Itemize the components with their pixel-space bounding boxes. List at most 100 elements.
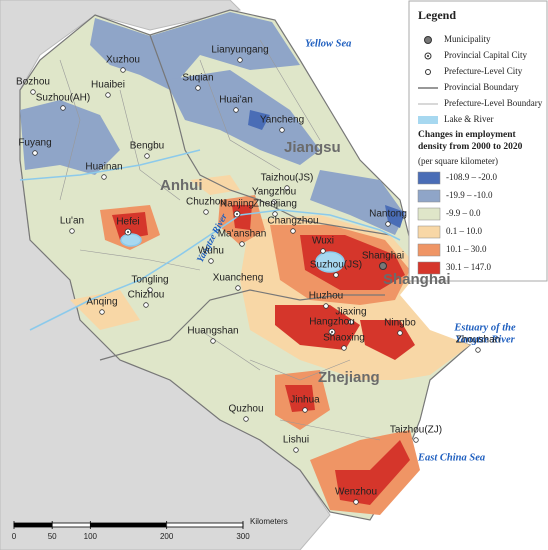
province-label: Shanghai — [383, 271, 451, 288]
city-marker — [272, 211, 278, 217]
city-marker — [279, 127, 285, 133]
city-marker — [195, 85, 201, 91]
city-marker — [60, 105, 66, 111]
scale-label: 0 — [12, 532, 17, 541]
city-label: Bengbu — [130, 141, 164, 152]
city-marker — [293, 447, 299, 453]
city-label: Ningbo — [384, 318, 416, 329]
city-marker — [235, 285, 241, 291]
legend-swatch — [417, 171, 441, 185]
legend-heading: Changes in employment — [418, 130, 516, 140]
scale-label: 100 — [84, 532, 98, 541]
legend-swatch — [417, 243, 441, 257]
legend-label: Provincial Capital City — [444, 50, 527, 60]
province-label: Anhui — [160, 177, 203, 194]
city-marker — [208, 258, 214, 264]
legend-unit: (per square kilometer) — [418, 156, 498, 166]
rivers — [19, 149, 401, 331]
legend-label: 30.1 – 147.0 — [446, 262, 492, 272]
scale-label: 200 — [160, 532, 174, 541]
city-marker — [475, 347, 481, 353]
city-label: Suzhou(JS) — [310, 260, 362, 271]
legend-heading: density from 2000 to 2020 — [418, 142, 523, 152]
city-label: Suqian — [182, 73, 213, 84]
city-label: Tongling — [131, 275, 168, 286]
legend-swatch — [417, 261, 441, 275]
city-label: Hefei — [116, 217, 139, 228]
province-label: Jiangsu — [284, 139, 341, 156]
city-label: Shanghai — [362, 251, 404, 262]
city-label: Shaoxing — [323, 333, 365, 344]
city-marker — [32, 150, 38, 156]
city-label: Wuhu — [198, 246, 224, 257]
legend-label: -9.9 – 0.0 — [446, 208, 481, 218]
city-marker — [333, 272, 339, 278]
city-marker — [105, 92, 111, 98]
sea-label: Yellow Sea — [305, 38, 351, 49]
legend-symbols — [418, 36, 438, 124]
city-label: Bozhou — [16, 77, 50, 88]
city-label: Huai'an — [219, 95, 253, 106]
city-label: Jinhua — [290, 395, 320, 406]
legend-label: Provincial Boundary — [444, 82, 519, 92]
capital-dot — [331, 331, 333, 333]
scale-label: 300 — [236, 532, 250, 541]
city-label: Huangshan — [187, 326, 238, 337]
city-label: Ma'anshan — [218, 229, 267, 240]
sea-label: Yangtze River — [455, 334, 515, 345]
city-marker — [341, 345, 347, 351]
city-marker — [210, 338, 216, 344]
city-marker — [271, 199, 277, 205]
city-label: Nanjing — [220, 199, 254, 210]
city-label: Anqing — [86, 297, 117, 308]
city-marker — [203, 209, 209, 215]
city-label: Chuzhou — [186, 197, 226, 208]
city-label: Huzhou — [309, 291, 343, 302]
legend-label: 0.1 – 10.0 — [446, 226, 483, 236]
legend-title: Legend — [418, 8, 456, 22]
city-marker — [30, 89, 36, 95]
scale-unit: Kilometers — [250, 517, 288, 526]
city-marker — [120, 67, 126, 73]
city-marker — [397, 330, 403, 336]
legend-swatch — [417, 207, 441, 221]
capital-dot — [236, 213, 238, 215]
scale-bar — [13, 522, 244, 528]
city-marker — [290, 228, 296, 234]
legend-swatch — [417, 189, 441, 203]
city-marker — [239, 241, 245, 247]
city-label: Lu'an — [60, 216, 84, 227]
city-marker — [69, 228, 75, 234]
legend-label: Prefecture-Level City — [444, 66, 523, 76]
city-marker — [323, 303, 329, 309]
city-marker — [353, 499, 359, 505]
legend-label: -19.9 – -10.0 — [446, 190, 493, 200]
legend-swatch — [417, 225, 441, 239]
provincial-boundaries — [99, 34, 391, 361]
city-label: Zhenjiang — [253, 199, 297, 210]
city-label: Yangzhou — [252, 187, 296, 198]
city-label: Wuxi — [312, 236, 334, 247]
city-marker — [237, 57, 243, 63]
city-label: Xuzhou — [106, 55, 140, 66]
legend-label: -108.9 – -20.0 — [446, 172, 497, 182]
city-marker — [320, 248, 326, 254]
city-label: Taizhou(ZJ) — [390, 425, 442, 436]
legend-label: 10.1 – 30.0 — [446, 244, 487, 254]
city-label: Fuyang — [18, 138, 51, 149]
growth-areas — [70, 175, 470, 515]
city-label: Xuancheng — [213, 273, 264, 284]
city-label: Nantong — [369, 209, 407, 220]
city-label: Hangzhou — [309, 317, 355, 328]
city-label: Changzhou — [267, 216, 318, 227]
city-label: Taizhou(JS) — [261, 173, 314, 184]
city-marker — [302, 407, 308, 413]
city-label: Huaibei — [91, 80, 125, 91]
municipality-marker — [379, 262, 387, 270]
legend-label: Municipality — [444, 34, 491, 44]
sea-label: Estuary of the — [453, 322, 516, 333]
city-marker — [143, 302, 149, 308]
city-marker — [101, 174, 107, 180]
city-label: Suzhou(AH) — [36, 93, 90, 104]
